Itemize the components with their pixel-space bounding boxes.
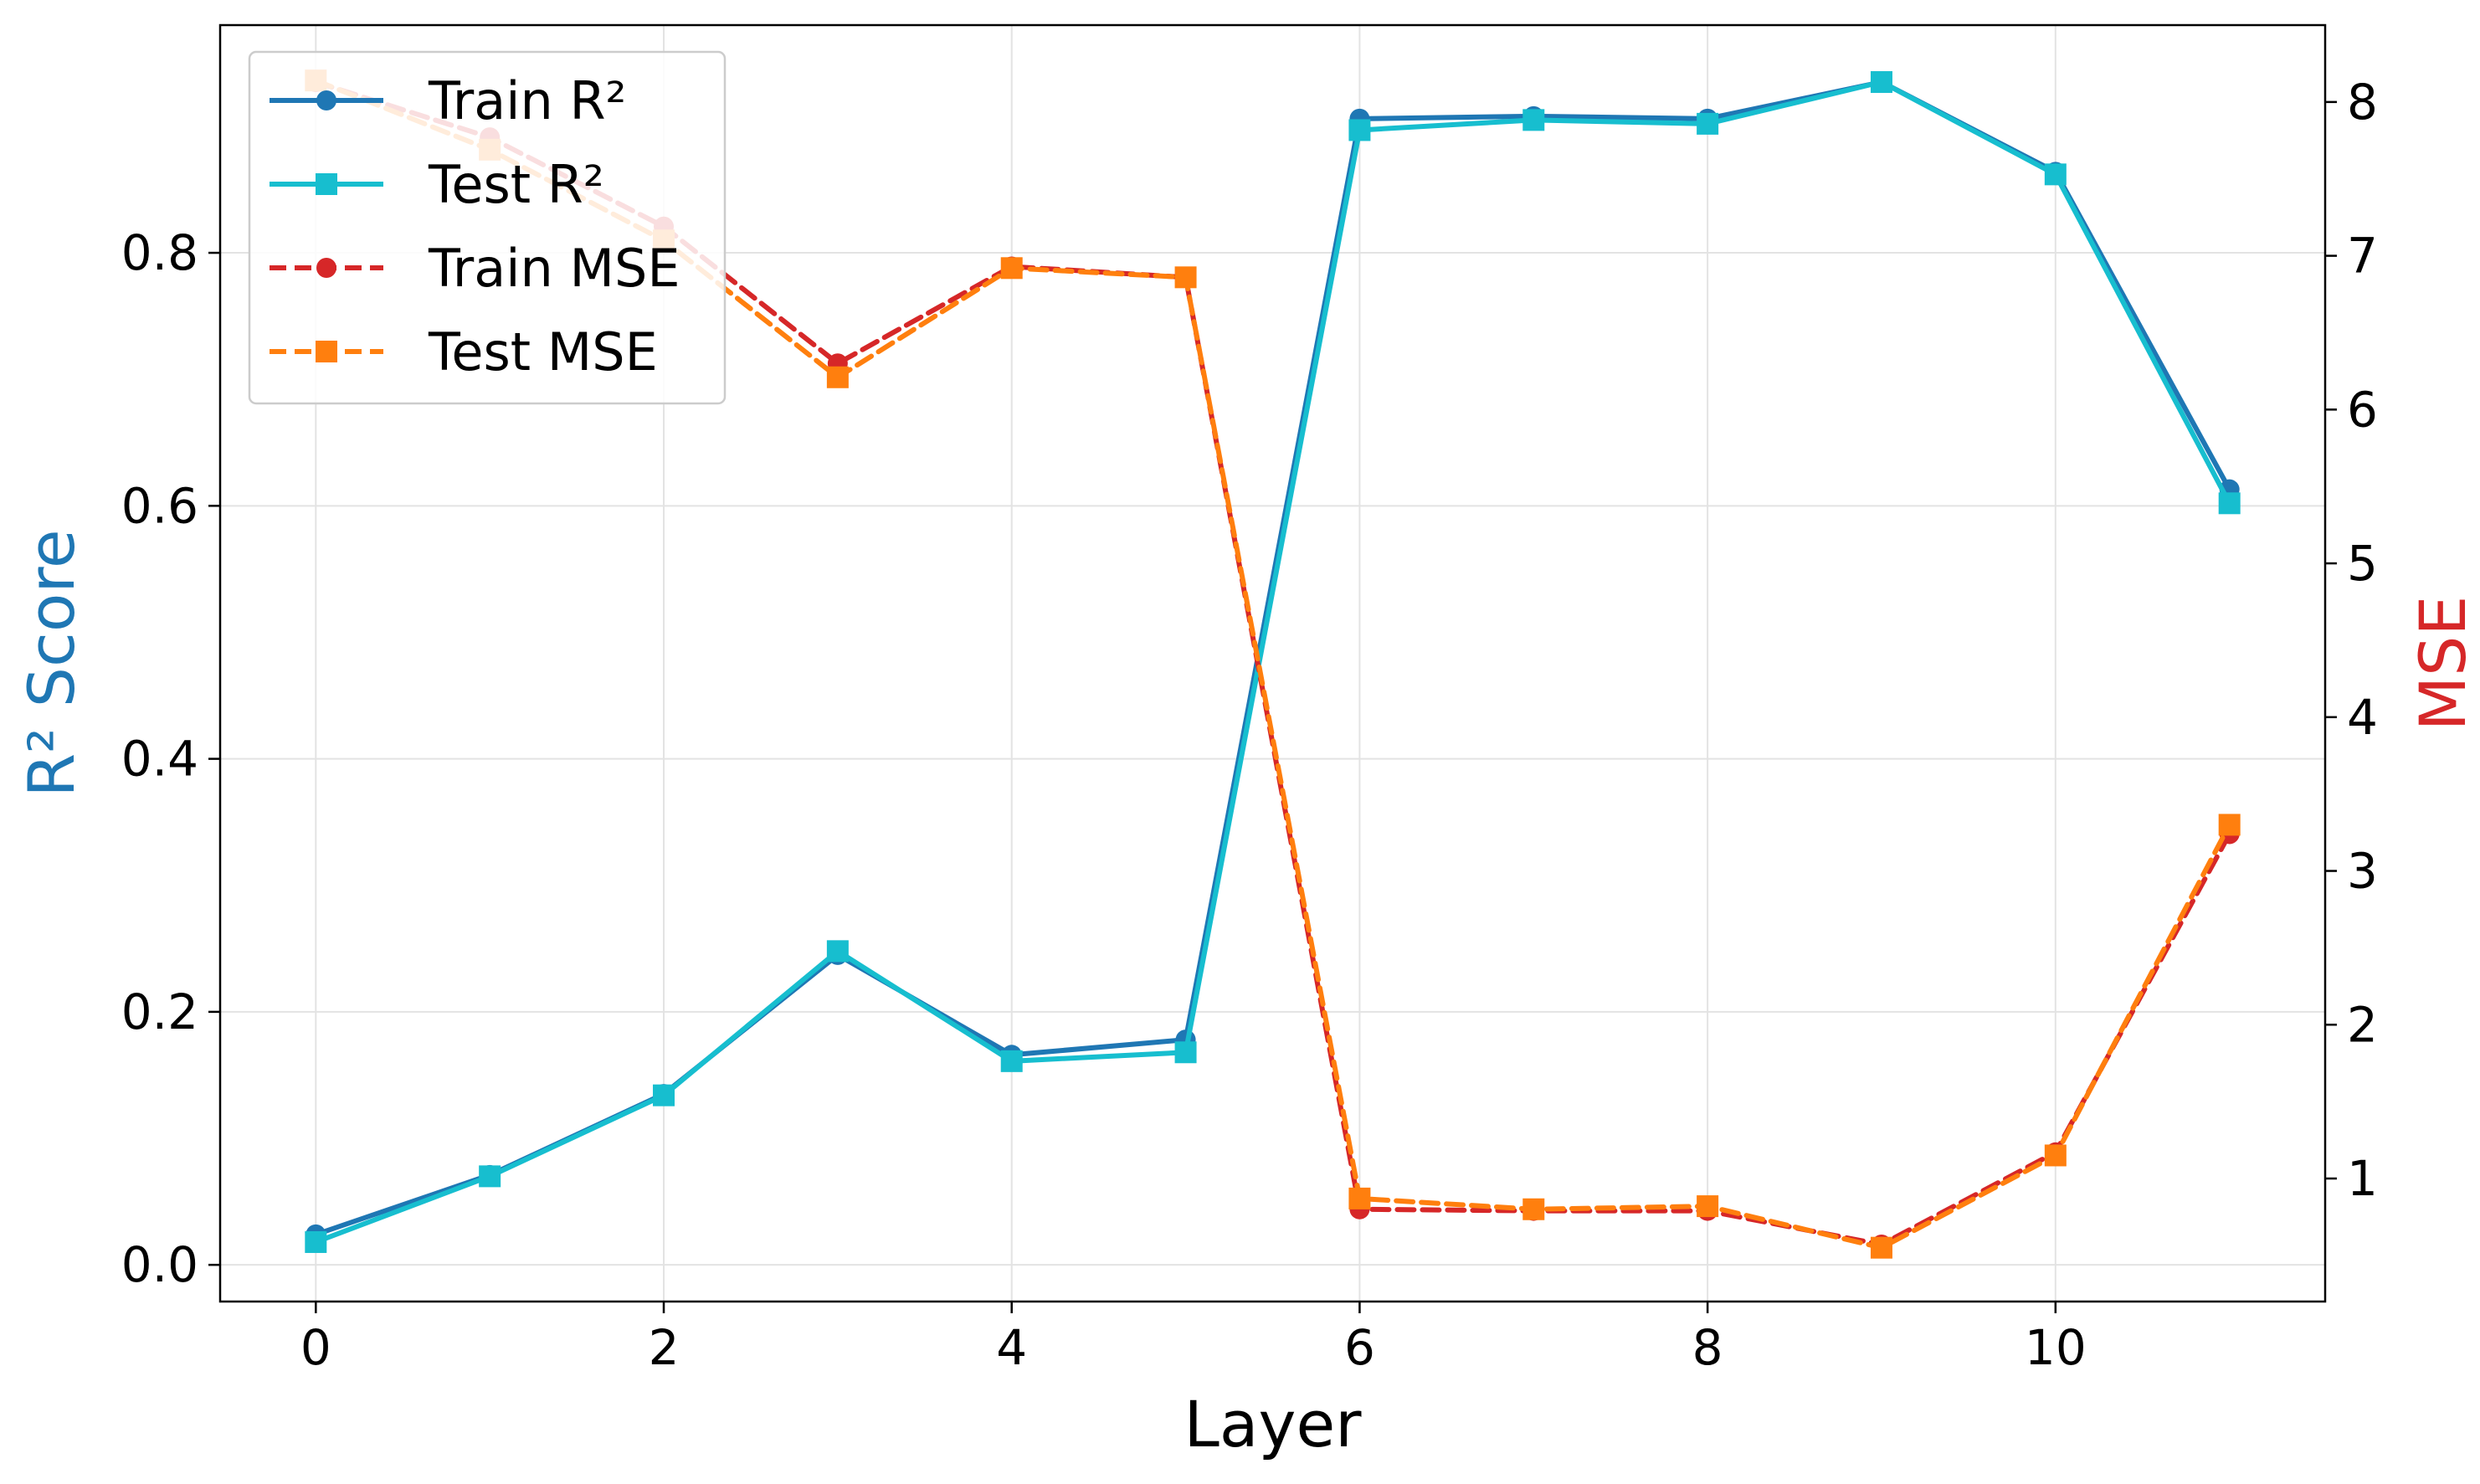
data-point (1000, 257, 1023, 280)
series-line (313, 80, 2232, 1245)
left-y-axis-label: R² Score (14, 529, 89, 797)
plot-frame (218, 23, 2327, 1303)
right-y-axis-ticks: 1 2 3 4 5 6 7 8 (2325, 74, 2378, 1207)
series-test-r- (305, 71, 2241, 1253)
right-y-axis-label: MSE (2406, 596, 2480, 732)
left-y-tick-label: 0.0 (121, 1236, 198, 1293)
legend-marker (316, 90, 336, 110)
legend-marker (316, 341, 337, 362)
data-point (1522, 109, 1545, 131)
data-point (1697, 112, 1719, 135)
x-tick-label: 10 (2025, 1319, 2087, 1376)
legend-label: Train MSE (428, 238, 680, 299)
data-point (1348, 1187, 1371, 1209)
left-y-tick-label: 0.2 (121, 983, 198, 1040)
data-point (1870, 1236, 1892, 1259)
data-point (1348, 119, 1371, 141)
data-point (826, 940, 849, 963)
data-point (1522, 1198, 1545, 1220)
legend-label: Train R² (428, 70, 626, 131)
data-point (305, 1230, 327, 1253)
data-point (479, 1165, 501, 1188)
x-axis-label: Layer (1184, 1387, 1363, 1461)
data-point (2218, 492, 2241, 515)
data-point (1174, 266, 1197, 289)
data-point (1000, 1050, 1023, 1072)
left-y-tick-label: 0.8 (121, 224, 198, 281)
legend-marker (316, 258, 336, 278)
x-tick-label: 8 (1692, 1319, 1723, 1376)
legend-label: Test R² (428, 154, 604, 215)
data-point (826, 366, 849, 388)
data-point (1174, 1041, 1197, 1064)
right-y-tick-label: 3 (2347, 843, 2378, 900)
right-y-tick-label: 2 (2347, 996, 2378, 1053)
data-point (2218, 814, 2241, 836)
legend-label: Test MSE (428, 321, 658, 383)
x-tick-label: 4 (996, 1319, 1027, 1376)
left-y-tick-label: 0.6 (121, 477, 198, 534)
data-point (653, 1084, 675, 1107)
x-tick-label: 0 (300, 1319, 331, 1376)
right-y-tick-label: 7 (2347, 228, 2378, 285)
legend: Train R² Test R² Train MSE Test MSE (248, 50, 727, 405)
data-point (2044, 163, 2067, 186)
right-y-tick-label: 4 (2347, 689, 2378, 746)
right-y-tick-label: 1 (2347, 1150, 2378, 1207)
data-point (1870, 71, 1892, 94)
right-y-tick-label: 5 (2347, 535, 2378, 592)
data-point (1697, 1195, 1719, 1218)
data-point (2044, 1144, 2067, 1167)
legend-box (248, 50, 727, 405)
right-y-tick-label: 8 (2347, 74, 2378, 131)
x-tick-label: 6 (1344, 1319, 1375, 1376)
x-axis-ticks: 0 2 4 6 8 10 (300, 1302, 2087, 1376)
right-y-tick-label: 6 (2347, 381, 2378, 438)
left-y-axis-ticks: 0.0 0.2 0.4 0.6 0.8 (121, 224, 220, 1293)
legend-marker (316, 173, 337, 195)
x-tick-label: 2 (649, 1319, 680, 1376)
left-y-tick-label: 0.4 (121, 731, 198, 788)
